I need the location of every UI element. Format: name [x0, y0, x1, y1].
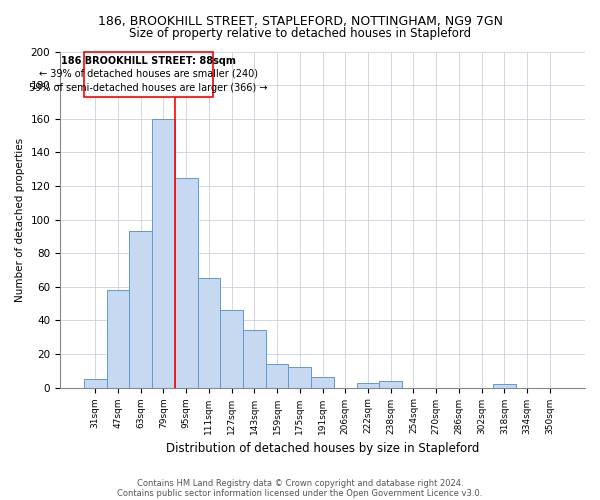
- Bar: [266, 364, 289, 388]
- Y-axis label: Number of detached properties: Number of detached properties: [15, 138, 25, 302]
- Text: Contains public sector information licensed under the Open Government Licence v3: Contains public sector information licen…: [118, 488, 482, 498]
- Bar: [311, 378, 334, 388]
- Bar: [84, 379, 107, 388]
- Text: Size of property relative to detached houses in Stapleford: Size of property relative to detached ho…: [129, 28, 471, 40]
- Bar: [493, 384, 515, 388]
- Bar: [379, 381, 402, 388]
- Bar: [152, 118, 175, 388]
- Text: ← 39% of detached houses are smaller (240): ← 39% of detached houses are smaller (24…: [39, 68, 258, 78]
- Bar: [107, 290, 130, 388]
- Bar: [197, 278, 220, 388]
- Text: Contains HM Land Registry data © Crown copyright and database right 2024.: Contains HM Land Registry data © Crown c…: [137, 478, 463, 488]
- Bar: [243, 330, 266, 388]
- FancyBboxPatch shape: [84, 52, 214, 97]
- Bar: [175, 178, 197, 388]
- Text: 59% of semi-detached houses are larger (366) →: 59% of semi-detached houses are larger (…: [29, 84, 268, 94]
- Bar: [356, 382, 379, 388]
- Text: 186, BROOKHILL STREET, STAPLEFORD, NOTTINGHAM, NG9 7GN: 186, BROOKHILL STREET, STAPLEFORD, NOTTI…: [97, 15, 503, 28]
- Bar: [130, 232, 152, 388]
- Bar: [220, 310, 243, 388]
- Bar: [289, 368, 311, 388]
- Text: 186 BROOKHILL STREET: 88sqm: 186 BROOKHILL STREET: 88sqm: [61, 56, 236, 66]
- X-axis label: Distribution of detached houses by size in Stapleford: Distribution of detached houses by size …: [166, 442, 479, 455]
